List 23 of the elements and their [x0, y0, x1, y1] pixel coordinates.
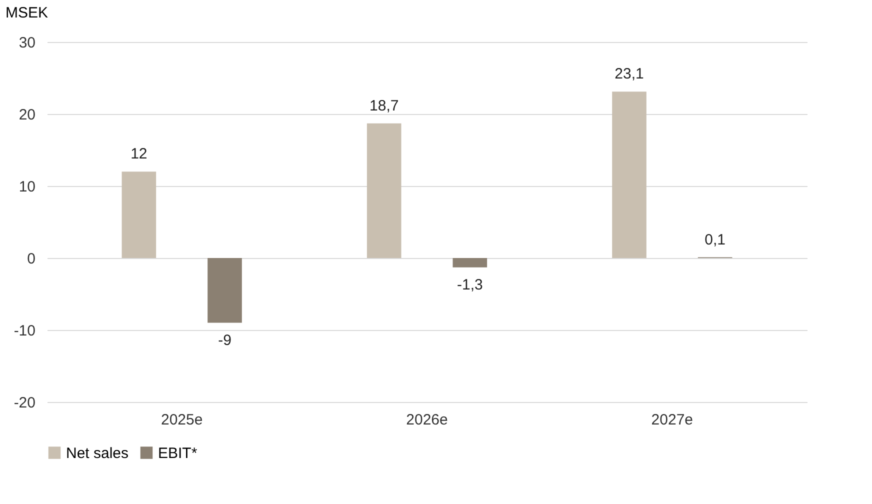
y-tick-label: 20 — [18, 106, 36, 124]
x-tick-label: 2027e — [651, 412, 694, 428]
legend-label: EBIT* — [158, 444, 198, 462]
y-axis-title: MSEK — [6, 4, 48, 22]
x-tick-label: 2026e — [406, 412, 448, 428]
bar — [366, 123, 402, 258]
y-tick-label: -20 — [14, 394, 36, 412]
data-label: 23,1 — [614, 66, 644, 83]
bar — [208, 258, 242, 323]
y-tick-label: 0 — [27, 250, 36, 268]
bar — [612, 92, 646, 258]
y-tick-label: -10 — [14, 322, 36, 340]
y-tick-label: 10 — [18, 178, 36, 196]
data-label: 12 — [130, 146, 148, 163]
y-tick-label: 30 — [18, 34, 36, 52]
data-label: 0,1 — [704, 231, 726, 248]
data-label: -1,3 — [456, 276, 483, 294]
bar — [122, 172, 156, 258]
data-label: -9 — [218, 332, 232, 349]
data-label: 18,7 — [369, 97, 399, 114]
bar — [452, 258, 488, 268]
legend-label: Net sales — [66, 444, 129, 462]
x-tick-label: 2025e — [160, 412, 203, 428]
